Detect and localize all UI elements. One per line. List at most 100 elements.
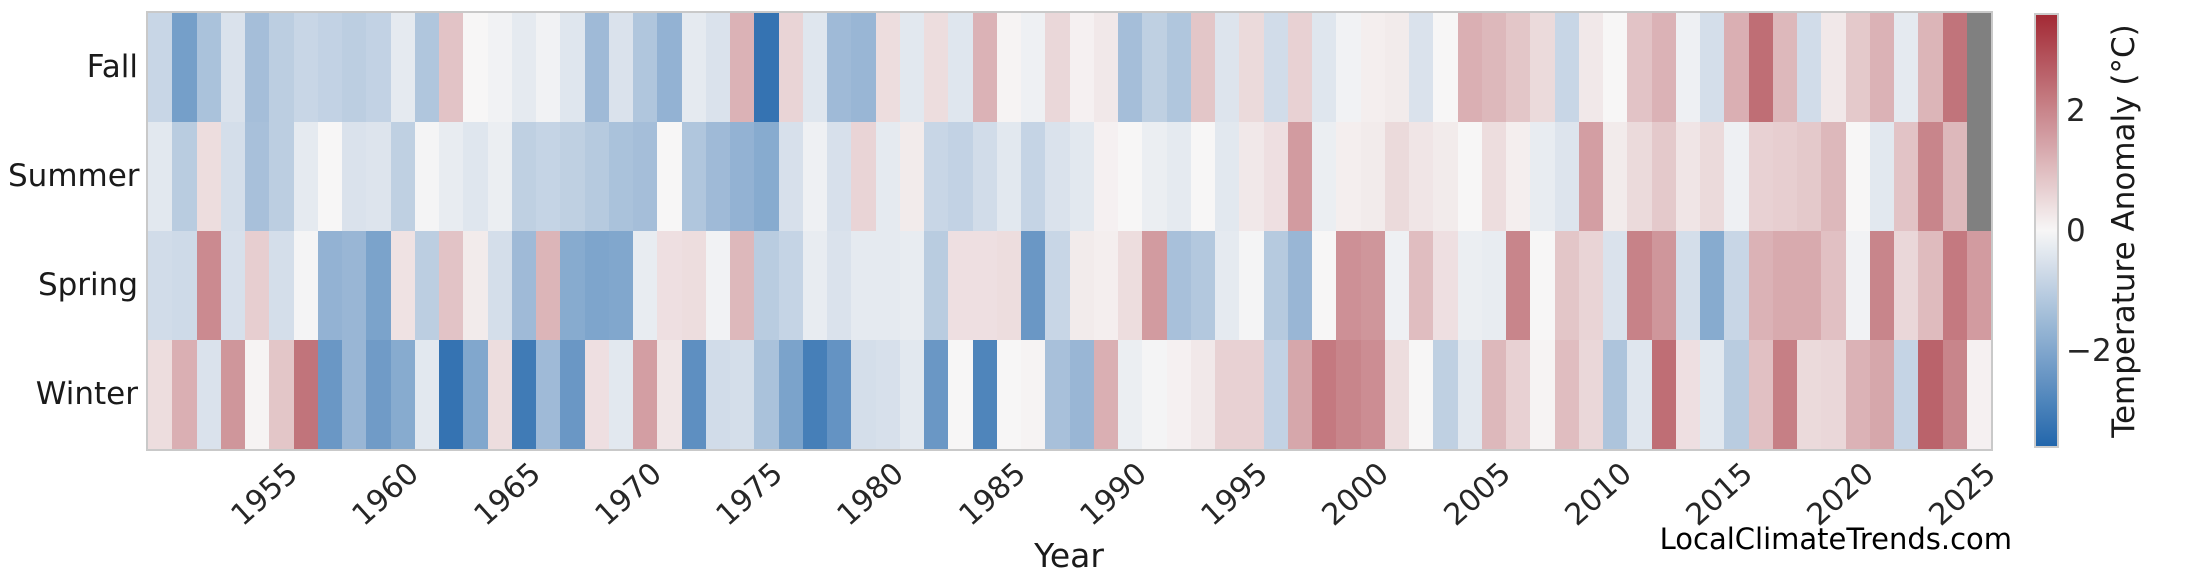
- heatmap-cell: [681, 231, 706, 340]
- heatmap-cell: [1190, 340, 1215, 449]
- x-tick-label: 1955: [224, 456, 305, 534]
- colorbar-gradient: [2034, 13, 2059, 448]
- heatmap-cell: [1093, 122, 1118, 231]
- heatmap-cell: [148, 122, 173, 231]
- heatmap-cell: [1093, 340, 1118, 449]
- heatmap-cell: [1142, 122, 1167, 231]
- heatmap-cell: [778, 122, 803, 231]
- heatmap-cell: [511, 231, 536, 340]
- heatmap-cell: [1069, 122, 1094, 231]
- heatmap-cell: [148, 231, 173, 340]
- heatmap-cell: [511, 340, 536, 449]
- heatmap-cell: [487, 231, 512, 340]
- heatmap-cell: [1554, 340, 1579, 449]
- heatmap-cell: [754, 13, 779, 122]
- heatmap-cell: [1506, 13, 1531, 122]
- heatmap-cell: [172, 13, 197, 122]
- heatmap-cell: [196, 340, 221, 449]
- heatmap-cell: [269, 340, 294, 449]
- heatmap-cell: [1312, 340, 1337, 449]
- heatmap-cell: [487, 13, 512, 122]
- heatmap-cell: [1894, 340, 1919, 449]
- heatmap-cell: [1336, 231, 1361, 340]
- heatmap-cell: [1700, 231, 1725, 340]
- heatmap-cell: [1409, 231, 1434, 340]
- heatmap-cell: [1724, 340, 1749, 449]
- heatmap-cell: [245, 231, 270, 340]
- heatmap-cell: [1748, 122, 1773, 231]
- heatmap-cell: [1118, 122, 1143, 231]
- heatmap-cell: [948, 122, 973, 231]
- row-label-fall: Fall: [86, 49, 138, 85]
- heatmap-cell: [730, 231, 755, 340]
- heatmap-cell: [1118, 13, 1143, 122]
- colorbar-tick-neg2: −2: [2066, 333, 2112, 369]
- heatmap-cell: [827, 340, 852, 449]
- heatmap-cell: [1433, 13, 1458, 122]
- heatmap-cell: [1215, 340, 1240, 449]
- heatmap-cell: [1821, 13, 1846, 122]
- heatmap-cell: [1748, 13, 1773, 122]
- x-tick-label: 1975: [709, 456, 790, 534]
- heatmap-cell: [560, 13, 585, 122]
- heatmap-cell: [1384, 122, 1409, 231]
- heatmap-cell: [196, 13, 221, 122]
- heatmap-cell: [1724, 122, 1749, 231]
- heatmap-cell: [511, 122, 536, 231]
- heatmap-cell: [1142, 231, 1167, 340]
- heatmap-cell: [148, 340, 173, 449]
- heatmap-cell: [220, 340, 245, 449]
- heatmap-cell: [754, 122, 779, 231]
- heatmap-cell: [1748, 340, 1773, 449]
- heatmap-cell: [1481, 340, 1506, 449]
- heatmap-cell: [584, 340, 609, 449]
- heatmap-cell: [390, 122, 415, 231]
- heatmap-cell: [1166, 231, 1191, 340]
- heatmap-cell: [1530, 340, 1555, 449]
- heatmap-cell: [1481, 122, 1506, 231]
- heatmap-cell: [1093, 231, 1118, 340]
- heatmap-cell: [1336, 13, 1361, 122]
- heatmap-cell: [1675, 340, 1700, 449]
- heatmap-cell: [1869, 122, 1894, 231]
- heatmap-cell: [1918, 13, 1943, 122]
- heatmap-cell: [657, 13, 682, 122]
- colorbar-tick-0: 0: [2066, 213, 2086, 249]
- heatmap-cell: [584, 13, 609, 122]
- heatmap-cell: [1821, 340, 1846, 449]
- heatmap-cell: [1287, 122, 1312, 231]
- heatmap-cell: [342, 231, 367, 340]
- heatmap-cell: [1797, 122, 1822, 231]
- heatmap-cell: [1675, 122, 1700, 231]
- heatmap-cell: [1312, 231, 1337, 340]
- heatmap-cell: [1675, 13, 1700, 122]
- heatmap-cell: [245, 13, 270, 122]
- heatmap-cell: [269, 122, 294, 231]
- x-axis-title: Year: [1034, 536, 1104, 575]
- heatmap-cell: [1748, 231, 1773, 340]
- heatmap-cell: [705, 122, 730, 231]
- heatmap-cell: [1021, 122, 1046, 231]
- heatmap-cell: [1021, 231, 1046, 340]
- heatmap-cell: [584, 122, 609, 231]
- heatmap-cell: [317, 13, 342, 122]
- heatmap-cell: [1506, 122, 1531, 231]
- heatmap-cell: [269, 231, 294, 340]
- heatmap-cell: [1651, 13, 1676, 122]
- heatmap-cell: [899, 122, 924, 231]
- heatmap-cell: [414, 13, 439, 122]
- heatmap-cell: [196, 122, 221, 231]
- heatmap-cell: [1675, 231, 1700, 340]
- row-label-spring: Spring: [37, 267, 138, 303]
- heatmap-cell: [1918, 340, 1943, 449]
- heatmap-cell: [1821, 122, 1846, 231]
- heatmap-cell: [1457, 340, 1482, 449]
- heatmap-cell: [366, 231, 391, 340]
- heatmap-cell: [802, 340, 827, 449]
- heatmap-cell: [1772, 13, 1797, 122]
- heatmap-cell: [1239, 122, 1264, 231]
- heatmap-cell: [1700, 13, 1725, 122]
- heatmap-cell: [1966, 13, 1991, 122]
- heatmap-cell: [851, 122, 876, 231]
- heatmap-cell: [1166, 340, 1191, 449]
